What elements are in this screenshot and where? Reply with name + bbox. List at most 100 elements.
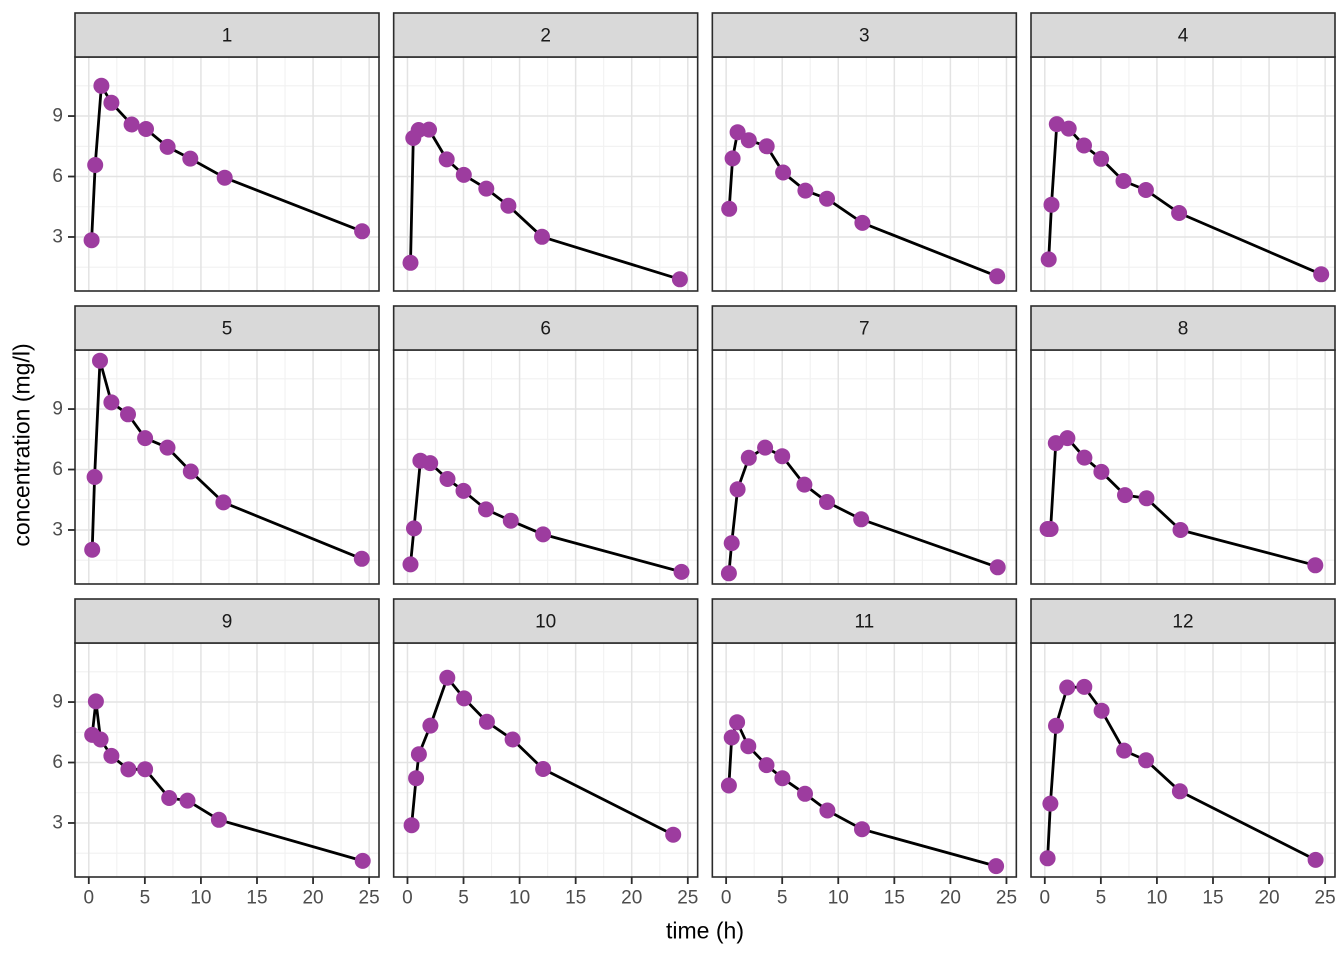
data-point [406, 520, 422, 537]
x-tick-label: 0 [84, 888, 95, 909]
data-point [92, 352, 108, 369]
data-point [1042, 795, 1059, 812]
x-tick-label: 5 [140, 888, 151, 909]
x-tick-label: 10 [509, 888, 530, 909]
data-point [455, 166, 472, 183]
data-point [103, 747, 120, 764]
data-point [819, 494, 835, 510]
data-point [502, 512, 519, 529]
data-point [161, 790, 178, 806]
y-tick-label: 3 [52, 519, 63, 540]
data-point [83, 232, 100, 249]
facet-strip-label: 4 [1178, 26, 1189, 47]
data-point [215, 494, 232, 511]
facet-strip-label: 7 [859, 319, 870, 340]
data-point [989, 268, 1006, 285]
x-tick-label: 20 [940, 888, 961, 909]
data-point [535, 761, 552, 777]
y-tick-label: 6 [52, 752, 63, 773]
data-point [723, 729, 740, 746]
data-point [1116, 742, 1133, 759]
data-point [1313, 266, 1330, 283]
x-tick-label: 15 [1202, 888, 1223, 909]
facet-panel-4: 4 [1030, 12, 1336, 292]
data-point [1171, 205, 1188, 221]
x-tick-label: 25 [677, 888, 698, 909]
data-point [1039, 850, 1056, 867]
panel-background [712, 643, 1017, 877]
data-point [1059, 430, 1076, 447]
facet-panel-11: 11 0 5 10 15 20 25 [711, 598, 1018, 909]
y-tick-label: 9 [52, 106, 63, 127]
y-tick-label: 6 [52, 459, 63, 480]
data-point [724, 150, 741, 167]
x-tick-label: 5 [1096, 888, 1107, 909]
facet-strip [1030, 12, 1336, 58]
data-point [478, 180, 495, 197]
data-point [1172, 522, 1189, 538]
facet-strip-label: 12 [1172, 612, 1193, 633]
panel-background [1031, 350, 1335, 584]
data-point [438, 151, 455, 168]
panel-background [393, 57, 698, 291]
x-tick-label: 0 [721, 888, 732, 909]
data-point [1138, 490, 1155, 507]
data-point [740, 738, 757, 755]
data-point [758, 757, 775, 774]
data-point [159, 439, 176, 456]
data-point [86, 469, 103, 485]
data-point [92, 731, 109, 748]
facet-strip [1030, 305, 1336, 351]
facet-strip-label: 5 [222, 319, 233, 340]
series-line [410, 676, 675, 837]
y-tick-label: 3 [52, 812, 63, 833]
facet-panel-2: 2 [392, 12, 699, 292]
facet-strip-label: 8 [1178, 319, 1189, 340]
data-point [1093, 150, 1110, 167]
data-point [819, 802, 836, 819]
x-tick-label: 5 [458, 888, 469, 909]
data-point [87, 693, 104, 710]
data-point [103, 94, 120, 111]
data-point [797, 785, 813, 802]
data-point [740, 132, 757, 149]
facet-strip-label: 6 [540, 319, 551, 340]
data-point [1076, 678, 1093, 695]
data-point [120, 406, 136, 423]
series-line [727, 446, 1000, 575]
x-tick-label: 5 [777, 888, 788, 909]
data-point [729, 481, 746, 498]
data-point [729, 124, 746, 141]
x-tick-label: 15 [565, 888, 586, 909]
panel-background [1031, 57, 1335, 291]
facet-strip [392, 12, 699, 58]
facet-strip-label: 1 [222, 26, 233, 47]
data-point [774, 448, 791, 465]
data-point [854, 821, 870, 838]
data-point [534, 228, 550, 245]
x-tick-label: 20 [1258, 888, 1279, 909]
y-axis-title: concentration (mg/l) [8, 343, 35, 547]
series-line [90, 700, 365, 863]
facet-strip-label: 2 [540, 26, 551, 47]
data-point [504, 731, 521, 748]
data-point [853, 511, 870, 528]
data-point [720, 777, 737, 794]
data-point [775, 164, 792, 181]
data-point [159, 138, 176, 155]
data-point [210, 811, 227, 828]
data-point [757, 439, 774, 456]
panel-background [1031, 643, 1335, 877]
data-point [1076, 137, 1092, 154]
data-point [455, 482, 472, 499]
facet-strip [1030, 598, 1336, 644]
x-tick-label: 25 [359, 888, 380, 909]
data-point [740, 449, 757, 466]
facet-strip-label: 9 [222, 612, 233, 633]
data-point [819, 190, 835, 207]
data-point [137, 430, 154, 447]
series-line [727, 720, 998, 868]
data-point [1307, 851, 1324, 868]
